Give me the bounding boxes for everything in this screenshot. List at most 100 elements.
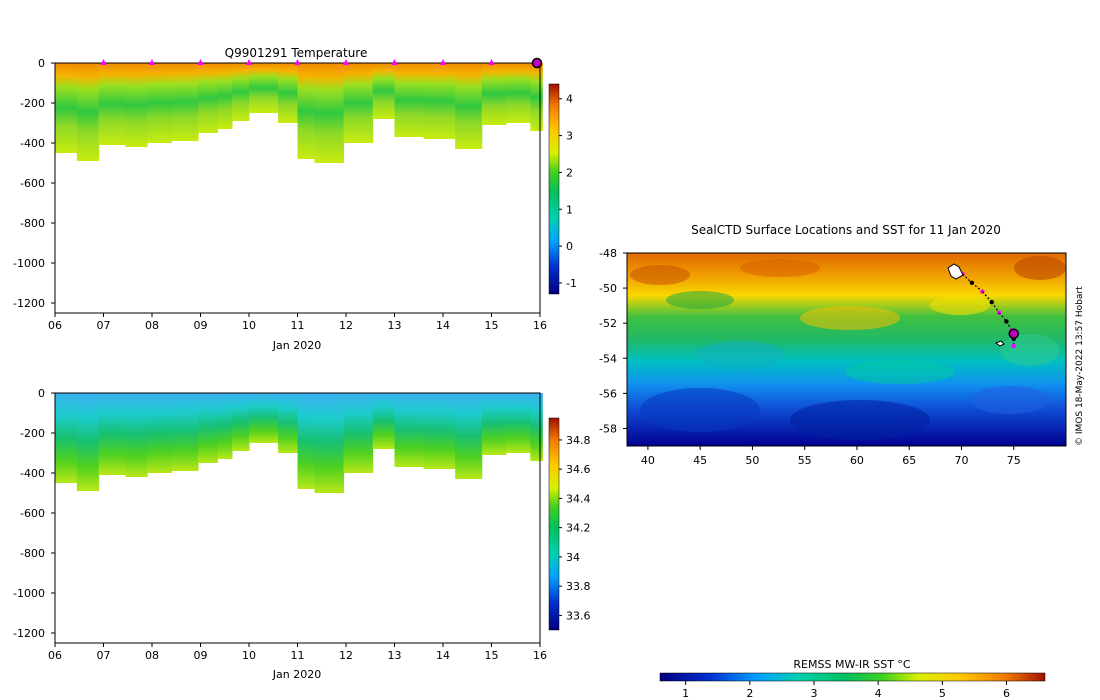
colorbar-tick-label: 33.6 [566,609,591,622]
profile-cell [55,393,78,483]
x-tick-label: 09 [194,649,208,662]
salinity-cells [55,393,543,493]
salinity-colorbar [548,417,560,631]
sst-map-title: SealCTD Surface Locations and SST for 11… [691,223,1001,237]
colorbar-tick-label: 3 [566,130,573,143]
x-tick-label: 14 [436,319,450,332]
profile-cell [125,63,148,147]
temperature-colorbar [548,83,560,295]
profile-cell [98,63,126,145]
profile-cell [314,393,345,493]
map-y-tick-label: -48 [599,247,617,260]
colorbar-tick-label: 33.8 [566,580,591,593]
sst-texture-blob [790,400,930,440]
profile-cell [198,393,218,463]
profile-cell [343,63,374,143]
sst-texture-blob [630,265,690,285]
temperature-cells [55,63,543,163]
colorbar-tick-label: -1 [566,277,577,290]
profile-cell [171,63,199,141]
sst-colorbar-tick-label: 1 [682,687,689,700]
map-x-tick-label: 55 [798,454,812,467]
sst-colorbar-tick-label: 6 [1003,687,1010,700]
x-tick-label: 11 [291,319,305,332]
salinity-section-chart: 06 07 08 09 10 11 12 13 14 15 16 0 -200 -400 -600 -800 -… [13,387,590,681]
sst-colorbar-tick-label: 5 [939,687,946,700]
x-tick-label: 12 [339,319,353,332]
x-tick-label: 16 [533,319,547,332]
temperature-axes: 06 07 08 09 10 11 12 13 14 15 16 0 -200 -400 -600 -800 -… [13,57,547,332]
x-tick-label: 09 [194,319,208,332]
profile-marker [440,59,446,65]
map-x-tick-label: 75 [1007,454,1021,467]
y-tick-label: 0 [38,57,45,70]
track-point [1011,343,1016,349]
salinity-colorbar-ticks: 34.8 34.6 34.4 34.2 34 33.8 33.6 [559,434,591,622]
island-outline [994,340,1005,347]
profile-cell [171,393,199,471]
profile-cell [249,63,279,113]
profile-cell [55,63,78,153]
colorbar-tick-label: 4 [566,93,573,106]
sst-texture-blob [695,341,785,369]
profile-cell [314,63,345,163]
profile-cell [147,63,172,143]
x-tick-label: 13 [388,649,402,662]
x-tick-label: 08 [145,319,159,332]
sst-texture-blob [1000,334,1060,366]
salinity-axes: 06 07 08 09 10 11 12 13 14 15 16 0 -200 -400 -600 -800 -… [13,387,547,662]
profile-cell [423,393,456,469]
sst-colorbar-tick-label: 2 [746,687,753,700]
y-tick-label: -600 [20,177,45,190]
colorbar-tick-label: 34.4 [566,492,591,505]
seal-track [947,263,1019,349]
colorbar-tick-label: 34.8 [566,434,591,447]
x-tick-label: 13 [388,319,402,332]
x-tick-label: 07 [97,319,111,332]
map-y-tick-label: -54 [599,352,617,365]
profile-marker [343,59,349,65]
x-tick-label: 10 [242,319,256,332]
y-tick-label: -1200 [13,627,45,640]
sst-colorbar-tick-label: 3 [811,687,818,700]
sst-colorbar-label: REMSS MW-IR SST °C [793,658,911,671]
sst-texture-blob [1014,256,1066,280]
map-y-tick-label: -56 [599,387,617,400]
profile-cell [217,393,233,459]
sst-map-frame [626,252,1067,447]
profile-cell [297,393,315,489]
x-tick-label: 08 [145,649,159,662]
profile-cell [98,393,126,475]
temperature-chart-title: Q9901291 Temperature [225,46,368,60]
sst-texture-blob [640,388,760,432]
profile-marker [149,59,155,65]
temperature-colorbar-ticks: 4 3 2 1 0 -1 [559,93,577,290]
temperature-x-label: Jan 2020 [272,339,321,352]
profile-cell [372,63,395,119]
profile-marker [488,59,495,65]
x-tick-label: 11 [291,649,305,662]
profile-cell [147,393,172,473]
x-tick-label: 07 [97,649,111,662]
sst-field-texture [630,256,1066,440]
profile-cell [232,393,250,451]
colorbar-tick-label: 34 [566,551,580,564]
y-tick-label: -1200 [13,297,45,310]
profile-cell [217,63,233,129]
map-x-tick-label: 50 [745,454,759,467]
sst-texture-blob [845,360,955,384]
profile-day-markers [100,57,543,69]
profile-cell [278,393,298,453]
colorbar-tick-label: 34.6 [566,463,591,476]
profile-cell [481,393,507,455]
x-tick-label: 15 [485,649,499,662]
current-profile-marker [531,57,543,69]
colorbar-tick-label: 34.2 [566,522,591,535]
profile-cell [125,393,148,477]
x-tick-label: 06 [48,319,62,332]
sst-texture-blob [930,295,990,315]
profile-cell [506,393,531,453]
profile-marker [100,59,107,65]
x-tick-label: 14 [436,649,450,662]
